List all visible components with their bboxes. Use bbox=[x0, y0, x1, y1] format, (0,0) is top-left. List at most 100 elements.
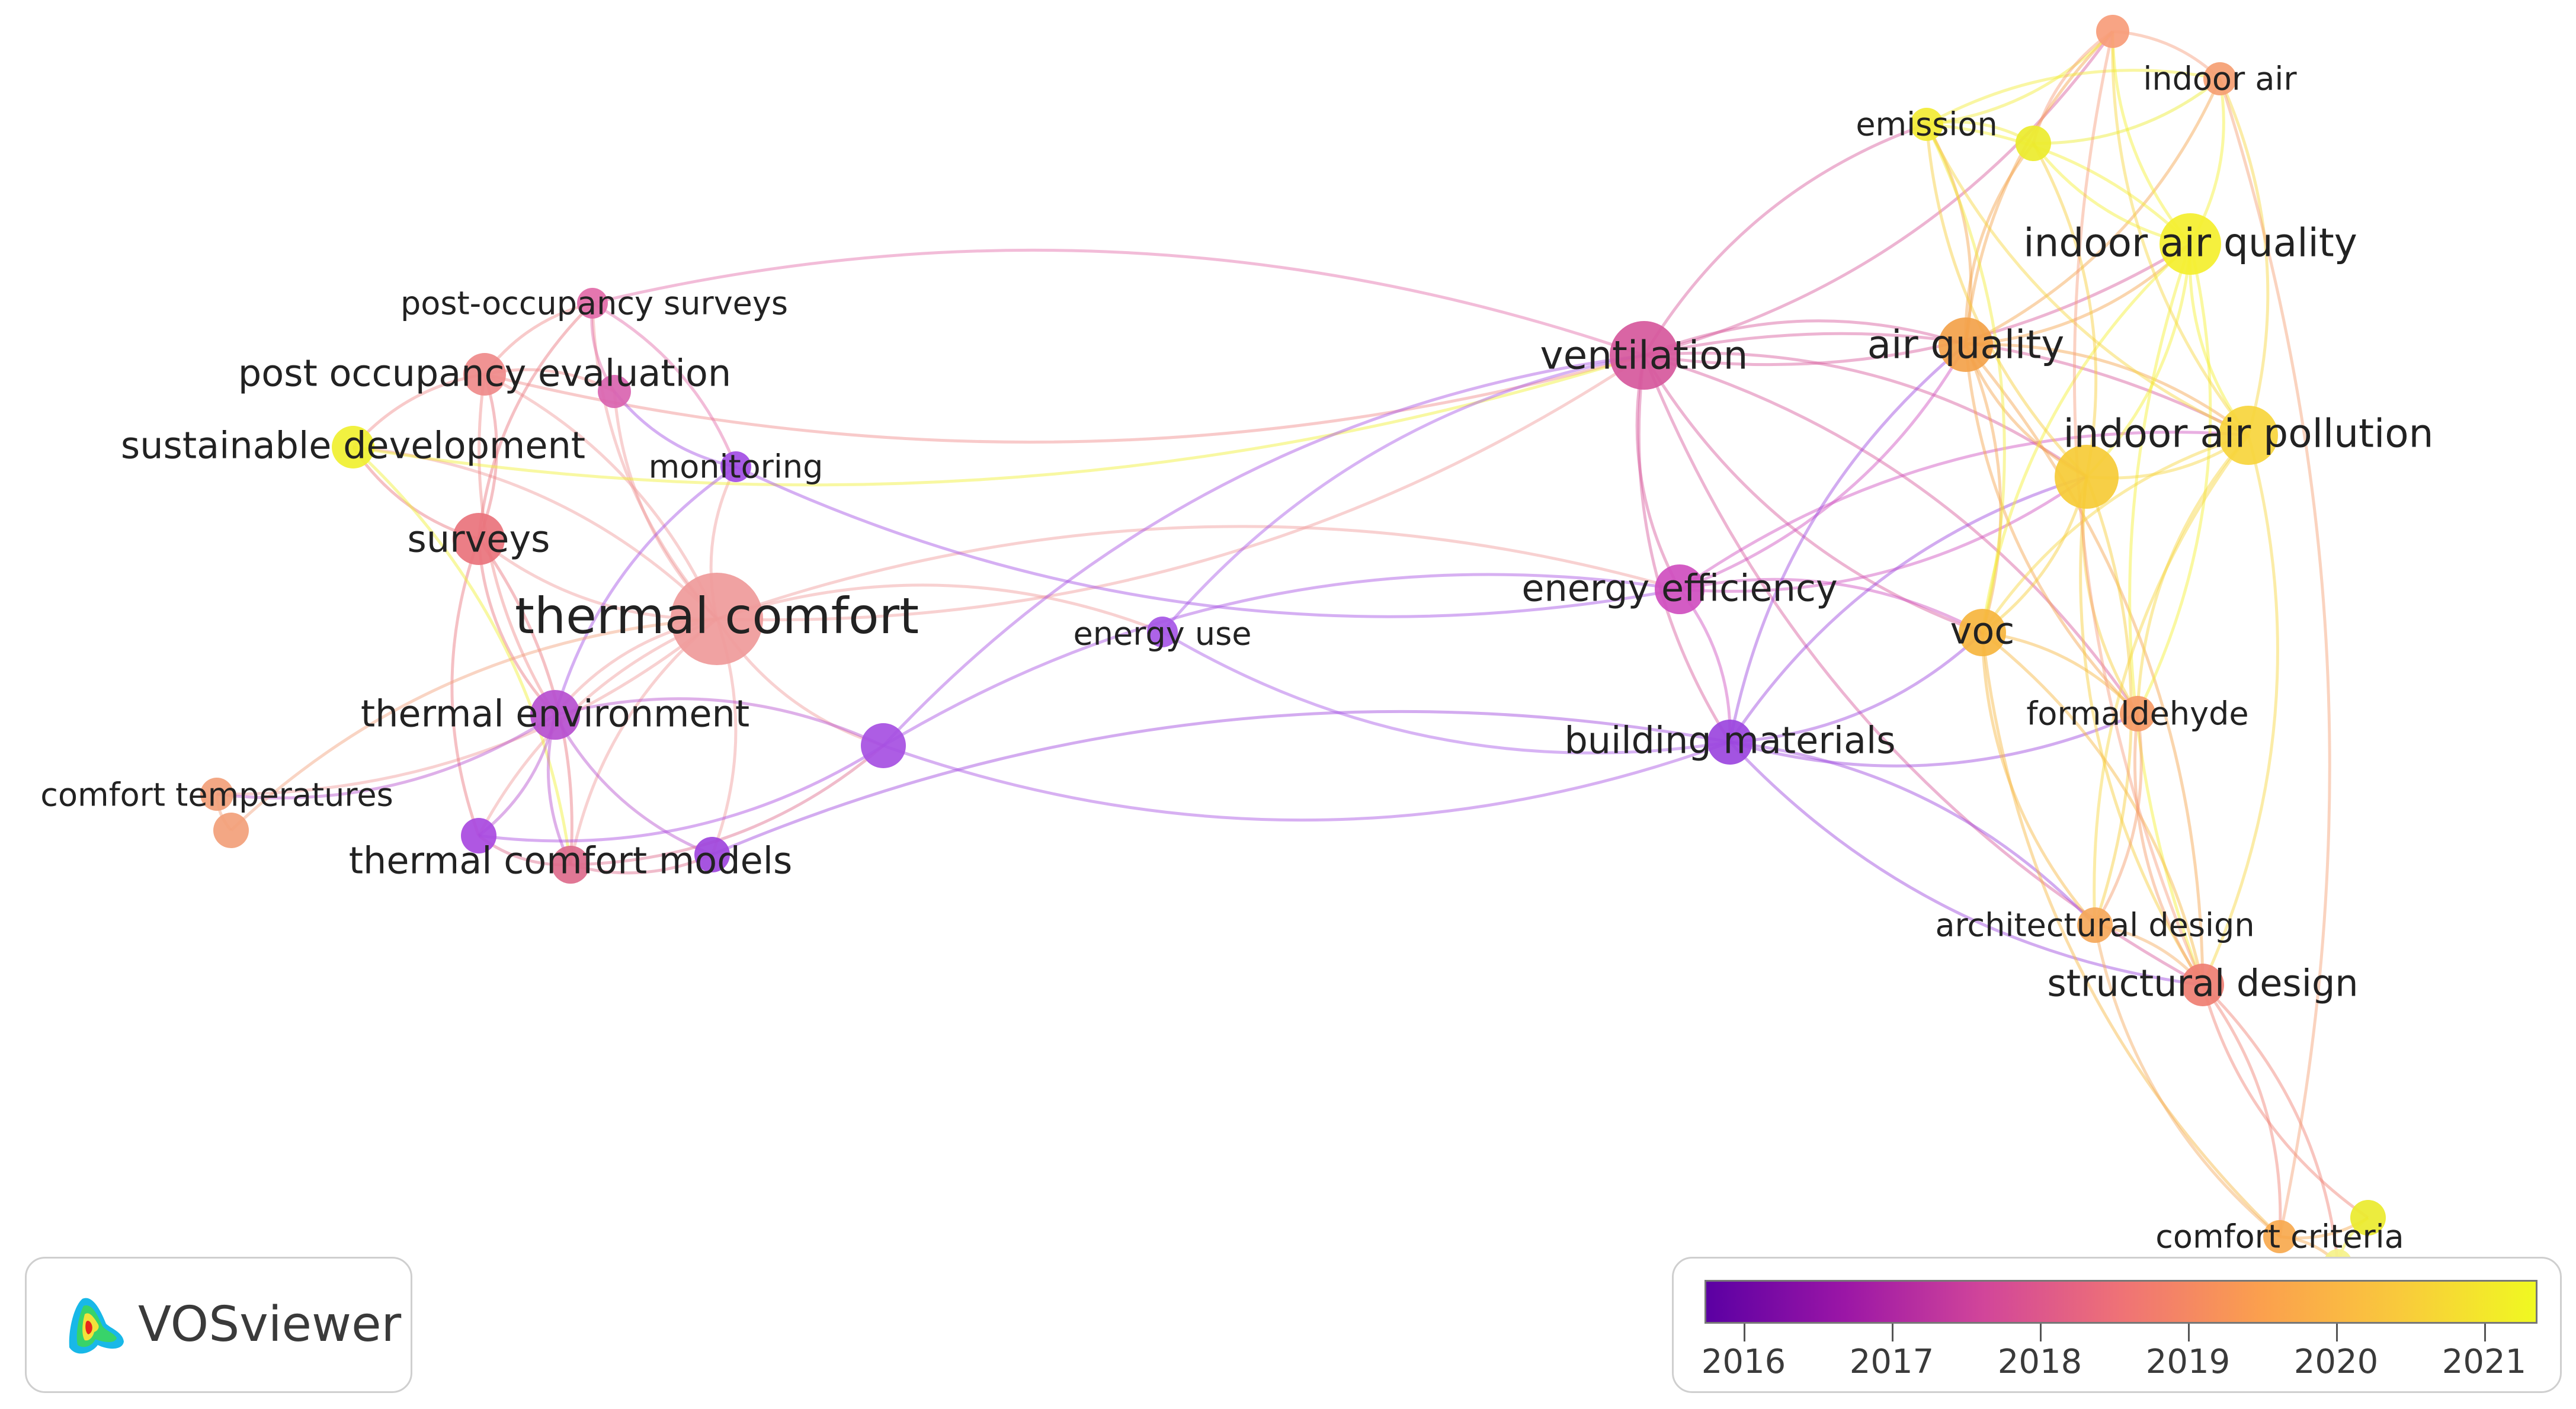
network-link bbox=[2202, 984, 2340, 1264]
node-air-quality[interactable] bbox=[1939, 317, 1993, 372]
network-link bbox=[1643, 319, 1966, 357]
node-thermal-environment[interactable] bbox=[530, 690, 580, 740]
network-link bbox=[1965, 343, 2250, 436]
node-surveys[interactable] bbox=[453, 513, 505, 565]
network-link bbox=[592, 248, 1645, 357]
network-link bbox=[484, 354, 1645, 444]
network-link bbox=[1965, 243, 2191, 346]
node-n-purple-mid[interactable] bbox=[861, 723, 906, 768]
network-link bbox=[1964, 30, 2114, 345]
vosviewer-logo-text: VOSviewer bbox=[138, 1296, 402, 1353]
network-link bbox=[477, 538, 556, 716]
network-link bbox=[2111, 31, 2250, 436]
color-scale-legend: 2016 2017 2018 2019 2020 2021 bbox=[1672, 1257, 2562, 1393]
year-label-2018: 2018 bbox=[1997, 1343, 2082, 1381]
label-layer: thermal comfort surveys post occupancy eva… bbox=[40, 60, 2433, 1256]
network-link bbox=[1925, 123, 2006, 633]
network-link bbox=[477, 302, 594, 540]
network-link bbox=[1642, 354, 1983, 634]
label-emission[interactable]: emission bbox=[1856, 106, 1997, 143]
node-building-materials[interactable] bbox=[1707, 720, 1752, 765]
network-link bbox=[2085, 243, 2192, 478]
network-link bbox=[1925, 123, 2250, 437]
label-thermal-comfort-models[interactable]: thermal comfort models bbox=[349, 839, 793, 882]
node-comfort-temperatures[interactable] bbox=[200, 778, 233, 811]
year-tick bbox=[2040, 1324, 2042, 1341]
node-indoor-air-quality[interactable] bbox=[2160, 213, 2221, 275]
network-link bbox=[1729, 631, 1984, 744]
node-thermal-comfort[interactable] bbox=[671, 573, 763, 665]
label-energy-efficiency[interactable]: energy efficiency bbox=[1521, 567, 1837, 610]
label-post-occupancy-surveys[interactable]: post-occupancy surveys bbox=[401, 285, 788, 322]
node-indoor-air-pollution[interactable] bbox=[2219, 406, 2278, 465]
label-structural-design[interactable]: structural design bbox=[2047, 962, 2358, 1005]
label-air-quality[interactable]: air quality bbox=[1867, 322, 2065, 368]
network-link bbox=[1981, 632, 2281, 1238]
node-n-top-orange[interactable] bbox=[2096, 15, 2129, 48]
year-tick bbox=[2336, 1324, 2338, 1341]
network-link bbox=[353, 354, 1645, 487]
label-monitoring[interactable]: monitoring bbox=[649, 448, 824, 486]
node-post-occupancy-evaluation[interactable] bbox=[463, 353, 506, 396]
node-n-purple-models[interactable] bbox=[694, 837, 730, 872]
node-voc[interactable] bbox=[1959, 609, 2006, 656]
network-link bbox=[1965, 78, 2222, 346]
node-n-orange-low[interactable] bbox=[213, 813, 249, 848]
year-label-2016: 2016 bbox=[1701, 1343, 1786, 1381]
node-energy-use[interactable] bbox=[1147, 617, 1178, 647]
label-ventilation[interactable]: ventilation bbox=[1540, 333, 1748, 378]
node-n-purple-left[interactable] bbox=[461, 818, 496, 853]
node-indoor-air[interactable] bbox=[2203, 62, 2237, 95]
node-structural-design[interactable] bbox=[2181, 964, 2224, 1006]
node-post-occupancy-surveys[interactable] bbox=[577, 288, 608, 319]
node-monitoring[interactable] bbox=[720, 451, 751, 482]
year-gradient-bar bbox=[1704, 1280, 2537, 1324]
node-n-yellow-big[interactable] bbox=[2055, 445, 2119, 509]
network-link bbox=[1679, 344, 1968, 591]
node-architectural-design[interactable] bbox=[2077, 907, 2113, 943]
node-layer bbox=[200, 15, 2386, 1278]
node-n-yellow-top[interactable] bbox=[2016, 126, 2051, 161]
label-indoor-air[interactable]: indoor air bbox=[2143, 60, 2297, 98]
network-link bbox=[1637, 355, 1732, 743]
network-link bbox=[1679, 475, 2088, 593]
node-n-yellow-bottom[interactable] bbox=[2350, 1200, 2386, 1235]
network-link bbox=[1981, 243, 2191, 633]
network-link bbox=[2093, 925, 2281, 1238]
node-thermal-comfort-models[interactable] bbox=[552, 846, 589, 884]
label-formaldehyde[interactable]: formaldehyde bbox=[2026, 695, 2248, 733]
node-formaldehyde[interactable] bbox=[2120, 696, 2155, 731]
node-n-pink-small[interactable] bbox=[598, 375, 631, 408]
node-emission[interactable] bbox=[1910, 108, 1943, 141]
network-link bbox=[2072, 31, 2205, 986]
network-link bbox=[1728, 475, 2087, 743]
network-link bbox=[1925, 124, 2088, 478]
label-post-occupancy-evaluation[interactable]: post occupancy evaluation bbox=[238, 352, 731, 395]
label-thermal-environment[interactable]: thermal environment bbox=[361, 692, 749, 736]
network-link bbox=[2032, 142, 2098, 477]
label-energy-use[interactable]: energy use bbox=[1074, 615, 1252, 653]
network-link bbox=[553, 465, 737, 715]
node-energy-efficiency[interactable] bbox=[1655, 564, 1704, 614]
network-link bbox=[2136, 434, 2250, 714]
label-surveys[interactable]: surveys bbox=[408, 518, 550, 561]
label-thermal-comfort[interactable]: thermal comfort bbox=[515, 587, 919, 645]
node-comfort-criteria[interactable] bbox=[2263, 1220, 2296, 1253]
network-link bbox=[2136, 243, 2212, 715]
label-sustainable-development[interactable]: sustainable development bbox=[121, 424, 585, 467]
label-voc[interactable]: voc bbox=[1950, 609, 2015, 653]
network-link bbox=[1981, 631, 2205, 986]
label-indoor-air-pollution[interactable]: indoor air pollution bbox=[2063, 411, 2433, 457]
network-link bbox=[1926, 30, 2114, 126]
label-comfort-criteria[interactable]: comfort criteria bbox=[2155, 1218, 2404, 1256]
vosviewer-logo-badge: VOSviewer bbox=[25, 1257, 412, 1393]
label-architectural-design[interactable]: architectural design bbox=[1935, 907, 2254, 944]
network-link bbox=[1678, 431, 2249, 591]
node-ventilation[interactable] bbox=[1610, 321, 1678, 390]
label-indoor-air-quality[interactable]: indoor air quality bbox=[2023, 220, 2357, 266]
network-link bbox=[2111, 31, 2191, 245]
label-comfort-temperatures[interactable]: comfort temperatures bbox=[40, 776, 393, 814]
network-link bbox=[1981, 434, 2249, 634]
label-building-materials[interactable]: building materials bbox=[1564, 719, 1895, 762]
node-sustainable-development[interactable] bbox=[332, 426, 374, 468]
